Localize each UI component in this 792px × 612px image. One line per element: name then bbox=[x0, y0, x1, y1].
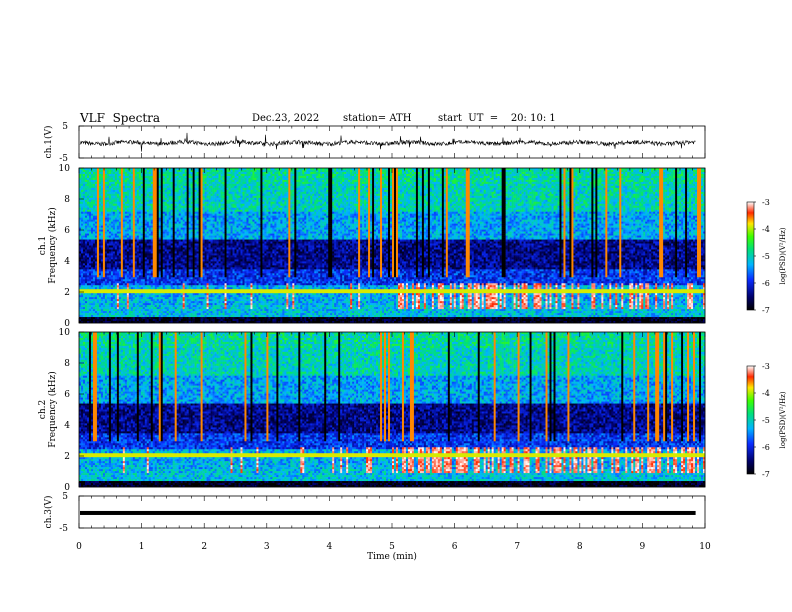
start-time-label: start UT = 20: 10: 1 bbox=[438, 113, 556, 124]
ch2-spectrogram-colorbar-tick: -6 bbox=[762, 443, 770, 452]
ch2-spectrogram-ytick-label: 2 bbox=[64, 452, 70, 462]
ch1-waveform-ytick-label: 5 bbox=[62, 122, 68, 132]
ch1-spectrogram-colorbar-tick: -7 bbox=[762, 306, 770, 315]
x-tick-label: 4 bbox=[327, 542, 333, 552]
ch1-spectrogram-colorbar-label: log(PSD)(V²/Hz) bbox=[779, 227, 787, 284]
ch1-spectrogram-ytick-label: 10 bbox=[59, 164, 71, 174]
station-label: station= ATH bbox=[343, 113, 411, 124]
x-tick-label: 10 bbox=[699, 542, 711, 552]
ch2-spectrogram-ytick-label: 4 bbox=[64, 421, 70, 431]
x-tick-label: 2 bbox=[201, 542, 207, 552]
ch2-spectrogram-colorbar-tick: -4 bbox=[762, 389, 770, 398]
ch2-spectrogram-colorbar-tick: -3 bbox=[762, 362, 770, 371]
ch1-spectrogram-colorbar-tick: -4 bbox=[762, 225, 770, 234]
ch1-spectrogram-colorbar-tick: -6 bbox=[762, 279, 770, 288]
x-tick-label: 6 bbox=[452, 542, 458, 552]
ch1-spectrogram-colorbar bbox=[746, 201, 755, 311]
ch3-waveform-ylabel: ch.3(V) bbox=[43, 496, 54, 529]
ch3-waveform-panel: 5 -5 ch.3(V) 0 1 2 3 4 5 6 7 8 9 10 Time (min) bbox=[43, 492, 711, 562]
x-tick-label: 5 bbox=[389, 542, 395, 552]
x-tick-label: 3 bbox=[264, 542, 270, 552]
ch2-spectrogram-ytick-label: 8 bbox=[64, 359, 70, 369]
ch2-spectrogram-ytick-label: 10 bbox=[59, 328, 71, 338]
ch1-spectrogram-image bbox=[79, 168, 706, 324]
ch1-spectrogram-colorbar-tick: -3 bbox=[762, 198, 770, 207]
ch2-spectrogram-colorbar-tick: -7 bbox=[762, 470, 770, 479]
ch2-spectrogram-colorbar-label: log(PSD)(V²/Hz) bbox=[779, 391, 787, 448]
date-label: Dec.23, 2022 bbox=[252, 113, 319, 124]
ch3-waveform-ytick-label: 5 bbox=[62, 492, 68, 502]
ch2-spectrogram-ylabel: ch.2Frequency (kHz) bbox=[38, 371, 58, 448]
ch1-waveform-ylabel: ch.1(V) bbox=[43, 126, 54, 159]
ch1-spectrogram-ytick-label: 2 bbox=[64, 288, 70, 298]
ch1-waveform-panel: 5 -5 ch.1(V) bbox=[43, 122, 706, 164]
x-tick-label: 8 bbox=[577, 542, 583, 552]
ch2-spectrogram-panel: 0 2 4 6 8 10 ch.2Frequency (kHz) -3 -4 -5 -6 -7 log(… bbox=[38, 328, 787, 493]
ch1-spectrogram-panel: 0 2 4 6 8 10 ch.1Frequency (kHz) -3 -4 -5 -6 -7 log(… bbox=[38, 164, 787, 329]
ch2-spectrogram-colorbar bbox=[746, 365, 755, 475]
ch2-spectrogram-image bbox=[79, 332, 706, 488]
x-tick-label: 9 bbox=[640, 542, 646, 552]
ch1-spectrogram-ytick-label: 8 bbox=[64, 195, 70, 205]
ch1-waveform-ytick-label: -5 bbox=[59, 154, 68, 164]
ch2-spectrogram-ytick-label: 0 bbox=[64, 483, 70, 493]
ch1-spectrogram-colorbar-tick: -5 bbox=[762, 252, 770, 261]
x-tick-label: 0 bbox=[76, 542, 82, 552]
ch1-spectrogram-ytick-label: 4 bbox=[64, 257, 70, 267]
x-tick-label: 7 bbox=[514, 542, 520, 552]
ch1-spectrogram-ylabel: ch.1Frequency (kHz) bbox=[38, 207, 58, 284]
ch2-spectrogram-colorbar-tick: -5 bbox=[762, 416, 770, 425]
ch1-waveform-trace bbox=[79, 132, 696, 152]
ch1-spectrogram-ytick-label: 6 bbox=[64, 226, 70, 236]
ch2-spectrogram-ytick-label: 6 bbox=[64, 390, 70, 400]
figure-title: VLF Spectra bbox=[80, 111, 160, 125]
ch1-spectrogram-ytick-label: 0 bbox=[64, 319, 70, 329]
ch3-waveform-trace bbox=[80, 510, 696, 515]
ch3-waveform-ytick-label: -5 bbox=[59, 524, 68, 534]
x-axis-label: Time (min) bbox=[367, 551, 417, 562]
x-tick-label: 1 bbox=[139, 542, 145, 552]
